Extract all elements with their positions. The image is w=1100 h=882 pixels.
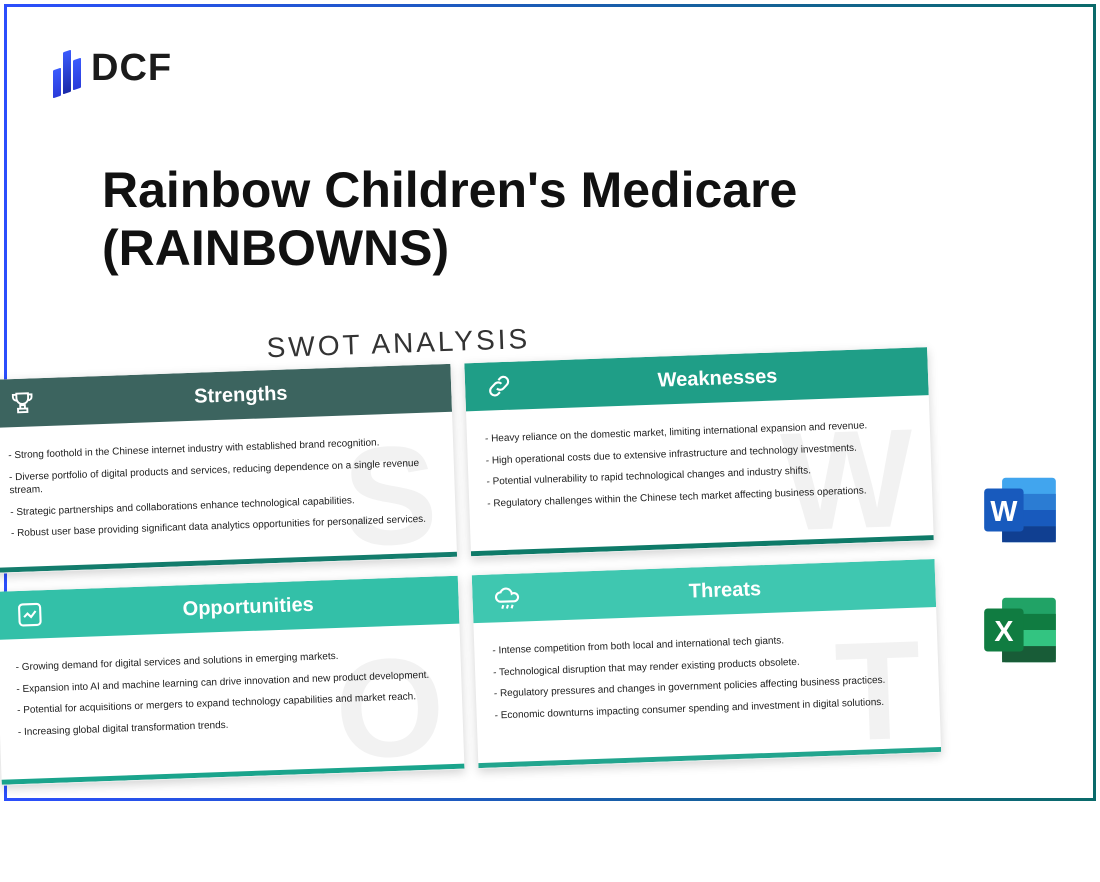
page-title: Rainbow Children's Medicare (RAINBOWNS)	[102, 162, 797, 277]
swot-strengths-card: Strengths S - Strong foothold in the Chi…	[0, 364, 457, 574]
opportunities-label: Opportunities	[57, 589, 439, 625]
strengths-body: S - Strong foothold in the Chinese inter…	[0, 412, 457, 568]
swot-heading: SWOT ANALYSIS	[266, 323, 531, 364]
excel-letter: X	[994, 616, 1013, 648]
link-icon	[485, 372, 514, 401]
trophy-icon	[8, 388, 37, 417]
list-item: - Diverse portfolio of digital products …	[9, 456, 437, 498]
title-line2: (RAINBOWNS)	[102, 220, 797, 278]
threats-label: Threats	[534, 572, 916, 608]
logo-bars-icon	[53, 43, 81, 93]
logo-text: DCF	[91, 47, 172, 90]
word-icon: W	[977, 467, 1063, 553]
main-frame: DCF Rainbow Children's Medicare (RAINBOW…	[4, 4, 1096, 801]
word-letter: W	[990, 496, 1018, 528]
file-type-icons: W X	[977, 467, 1063, 673]
swot-weaknesses-card: Weaknesses W - Heavy reliance on the dom…	[464, 347, 933, 557]
brand-logo: DCF	[53, 43, 172, 93]
excel-icon: X	[977, 587, 1063, 673]
swot-grid: Strengths S - Strong foothold in the Chi…	[0, 347, 941, 786]
chart-icon	[15, 600, 44, 629]
strengths-label: Strengths	[50, 377, 432, 413]
swot-opportunities-card: Opportunities O - Growing demand for dig…	[0, 576, 465, 786]
opportunities-body: O - Growing demand for digital services …	[0, 624, 464, 780]
swot-threats-card: Threats T - Intense competition from bot…	[472, 559, 941, 769]
title-line1: Rainbow Children's Medicare	[102, 162, 797, 220]
swot-container: SWOT ANALYSIS Strengths S - Strong footh…	[0, 328, 965, 881]
weaknesses-body: W - Heavy reliance on the domestic marke…	[466, 395, 934, 551]
cloud-icon	[492, 584, 521, 613]
weaknesses-label: Weaknesses	[527, 360, 909, 396]
threats-body: T - Intense competition from both local …	[473, 607, 941, 763]
